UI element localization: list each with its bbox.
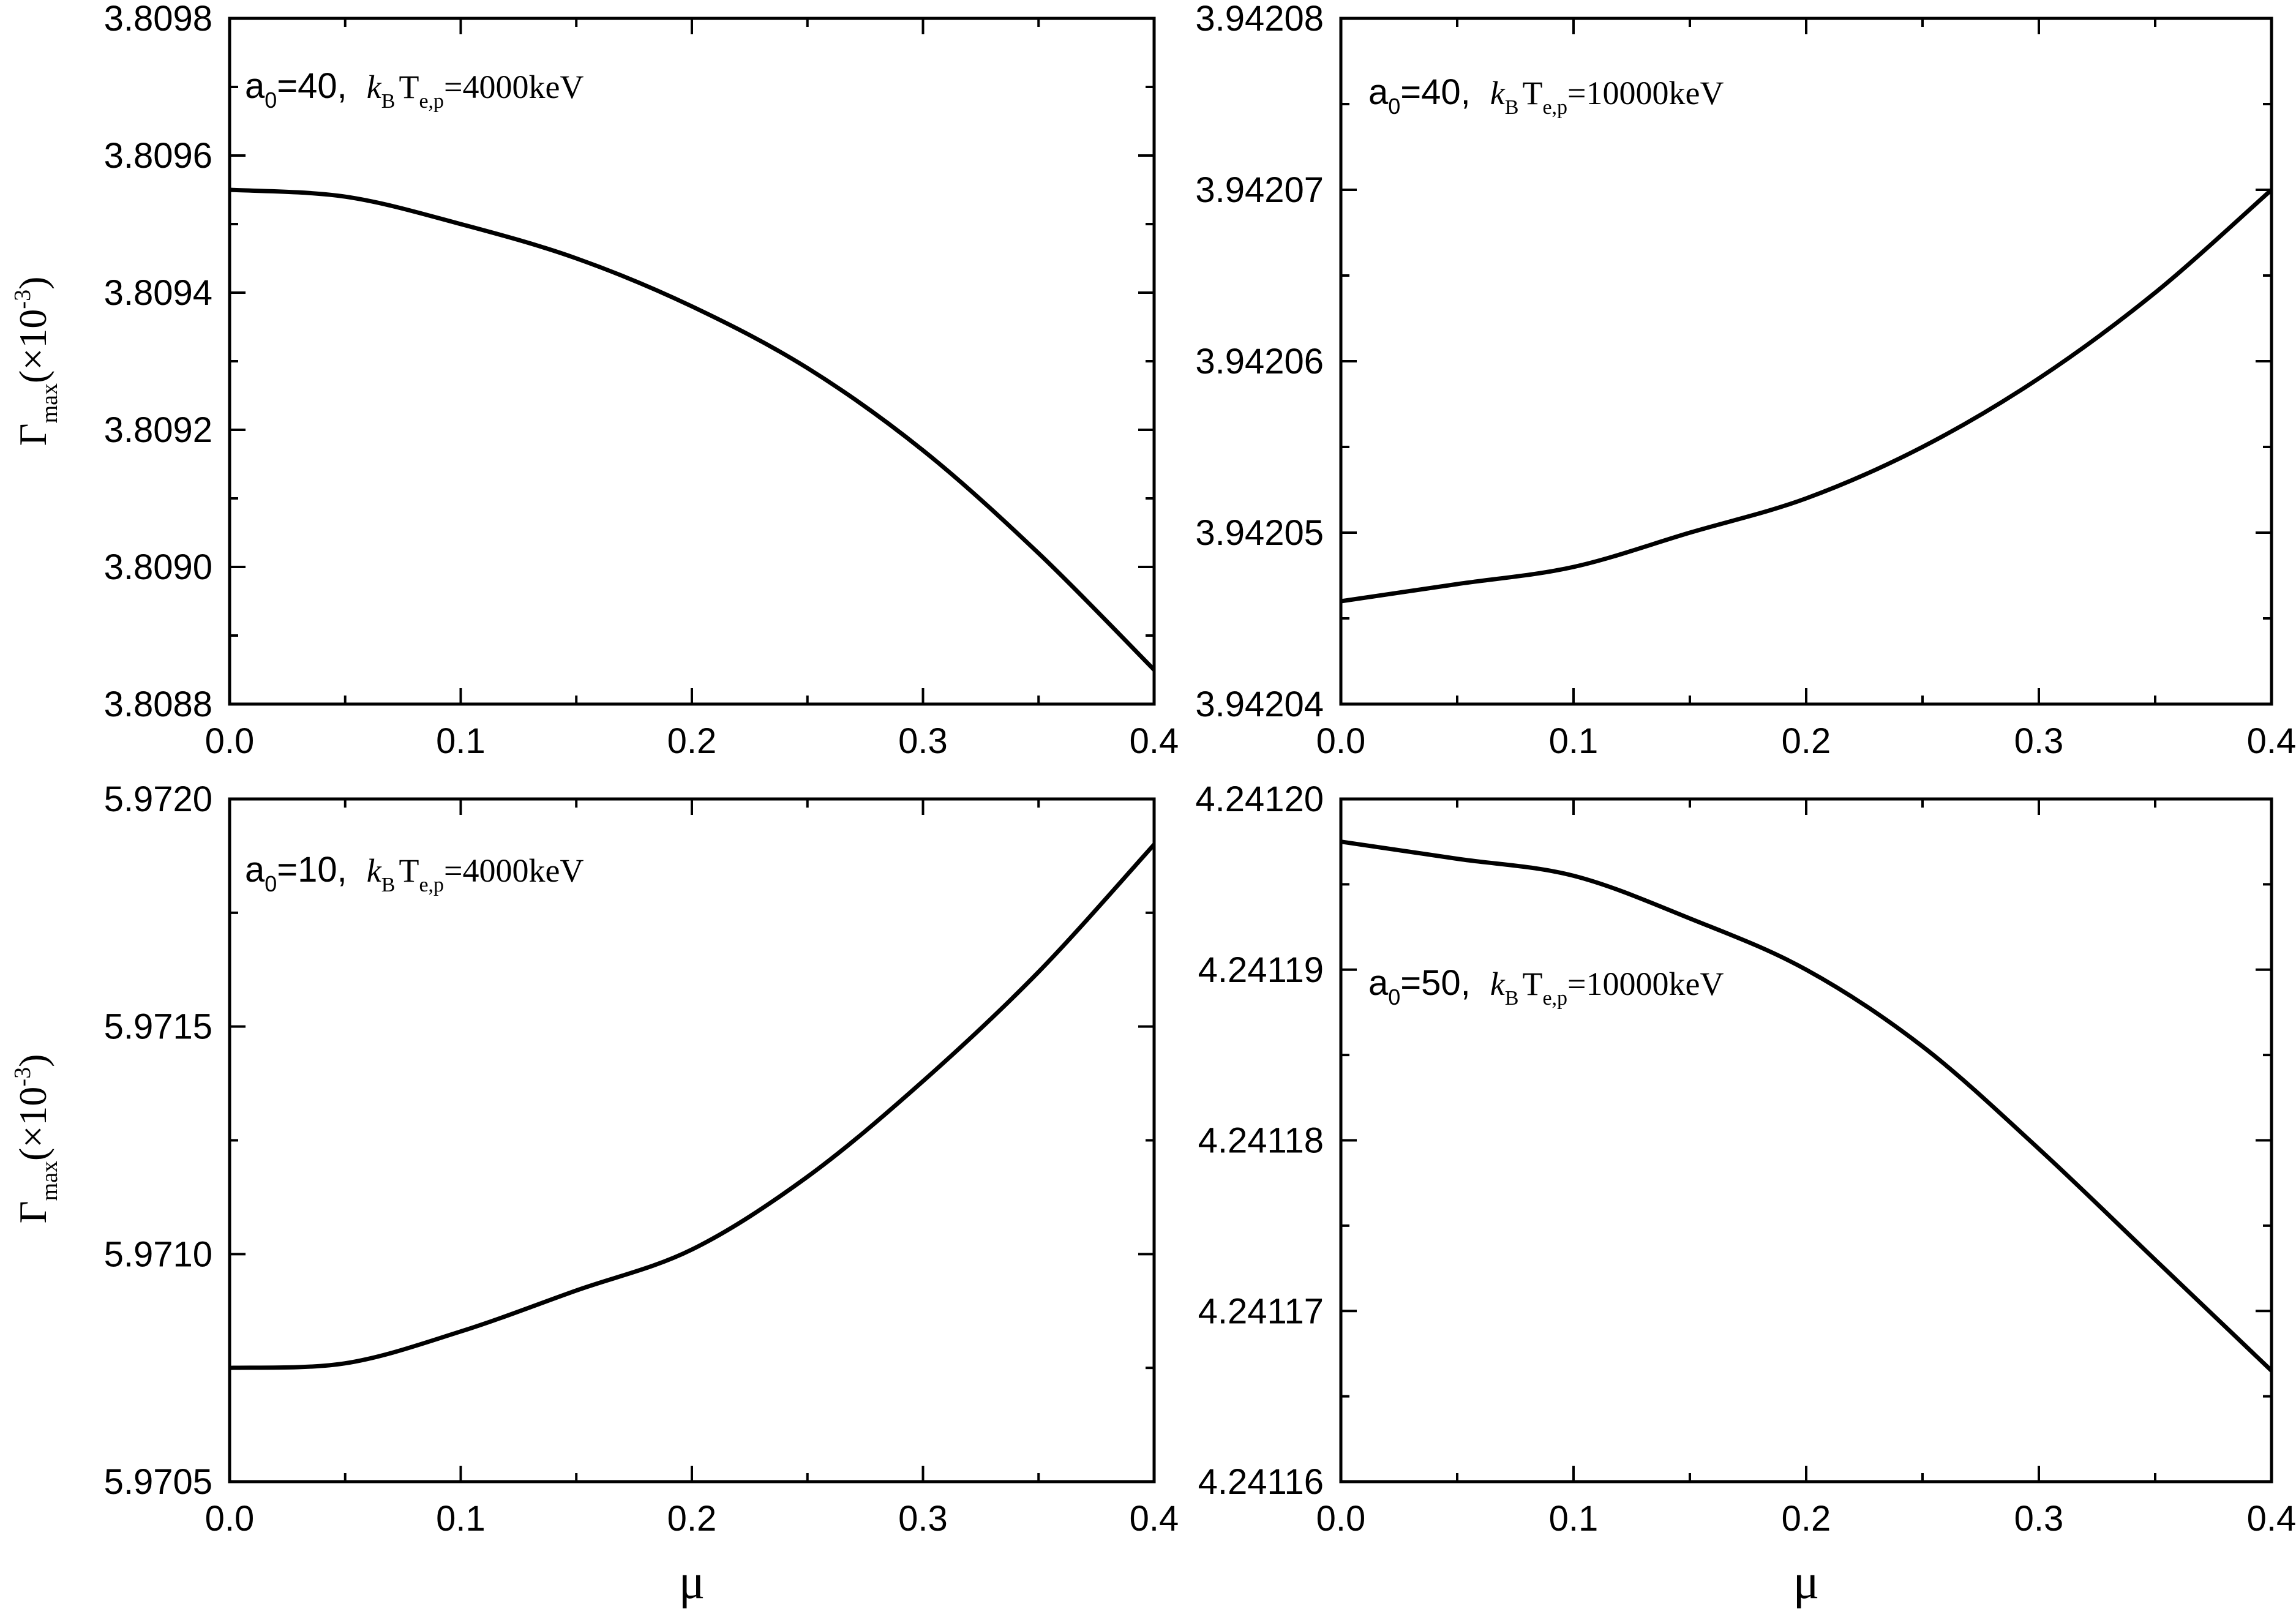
y-tick-label: 5.9710 <box>104 1234 212 1274</box>
x-tick-label: 0.0 <box>205 721 255 761</box>
chart-panel-4: 0.0 0.1 0.2 0.3 0.4 4.24116 4.24117 4.24118 4.24… <box>1195 779 2296 1609</box>
plot-frame <box>228 17 1156 706</box>
x-tick-label: 0.1 <box>1549 1499 1599 1539</box>
y-tick-label: 3.8090 <box>104 547 212 587</box>
y-tick-label: 4.24120 <box>1195 779 1324 819</box>
x-tick-label: 0.2 <box>1782 721 1831 761</box>
y-tick-label: 4.24116 <box>1198 1462 1324 1502</box>
x-tick-label: 0.1 <box>436 721 486 761</box>
y-tick-label: 3.8088 <box>104 684 212 724</box>
x-tick-label: 0.4 <box>1130 721 1179 761</box>
y-tick-label: 3.8094 <box>104 273 212 313</box>
y-tick-label: 3.8098 <box>104 0 212 39</box>
y-axis-label: Γmax(×10-3) <box>10 277 62 446</box>
y-tick-label: 3.94207 <box>1195 170 1324 210</box>
series-line <box>229 187 1156 672</box>
annotation: a0=10, kB Te,p=4000keV <box>245 850 583 896</box>
y-tick-label: 4.24119 <box>1198 950 1324 990</box>
x-tick-label: 0.3 <box>898 721 948 761</box>
x-tick-label: 0.0 <box>205 1499 255 1539</box>
x-axis-label: μ <box>679 1555 705 1609</box>
y-tick-label: 5.9720 <box>104 779 212 819</box>
x-tick-label: 0.2 <box>667 721 717 761</box>
chart-panel-1: 0.0 0.1 0.2 0.3 0.4 3.8088 3.8090 3.8092 3.8094 3… <box>10 0 1179 761</box>
x-tick-label: 0.2 <box>1782 1499 1831 1539</box>
x-tick-label: 0.3 <box>2014 721 2064 761</box>
x-tick-label: 0.3 <box>2014 1499 2064 1539</box>
y-tick-label: 3.8096 <box>104 136 212 176</box>
x-tick-label: 0.2 <box>667 1499 717 1539</box>
y-tick-label: 4.24117 <box>1198 1291 1324 1331</box>
x-tick-label: 0.1 <box>436 1499 486 1539</box>
plot-frame <box>1339 17 2273 706</box>
x-tick-label: 0.0 <box>1316 1499 1366 1539</box>
x-tick-label: 0.4 <box>1130 1499 1179 1539</box>
y-tick-label: 3.94205 <box>1195 513 1324 553</box>
y-tick-label: 3.94206 <box>1195 342 1324 381</box>
x-tick-label: 0.4 <box>2247 721 2296 761</box>
x-tick-label: 0.3 <box>898 1499 948 1539</box>
y-axis-label: Γmax(×10-3) <box>10 1054 62 1224</box>
y-tick-label: 5.9705 <box>104 1462 212 1502</box>
series-line <box>229 842 1156 1370</box>
y-tick-label: 3.94204 <box>1195 684 1324 724</box>
chart-panel-3: 0.0 0.1 0.2 0.3 0.4 5.9705 5.9710 5.9715 5.9720 a… <box>10 779 1179 1609</box>
x-tick-label: 0.4 <box>2247 1499 2296 1539</box>
plot-frame <box>228 797 1156 1483</box>
y-tick-label: 3.94208 <box>1195 0 1324 39</box>
series-line <box>1340 188 2273 604</box>
chart-panel-2: 0.0 0.1 0.2 0.3 0.4 3.94204 3.94205 3.94206 3.94… <box>1195 0 2296 761</box>
x-tick-label: 0.0 <box>1316 721 1366 761</box>
annotation: a0=40, kB Te,p=4000keV <box>245 66 583 113</box>
annotation: a0=40, kB Te,p=10000keV <box>1368 72 1724 119</box>
series-line <box>1340 839 2273 1373</box>
x-axis-label: μ <box>1793 1555 1820 1609</box>
y-tick-label: 4.24118 <box>1198 1121 1324 1161</box>
y-tick-label: 3.8092 <box>104 410 212 450</box>
y-tick-label: 5.9715 <box>104 1007 212 1047</box>
annotation: a0=50, kB Te,p=10000keV <box>1368 963 1724 1010</box>
plot-frame <box>1339 797 2273 1483</box>
x-tick-label: 0.1 <box>1549 721 1599 761</box>
